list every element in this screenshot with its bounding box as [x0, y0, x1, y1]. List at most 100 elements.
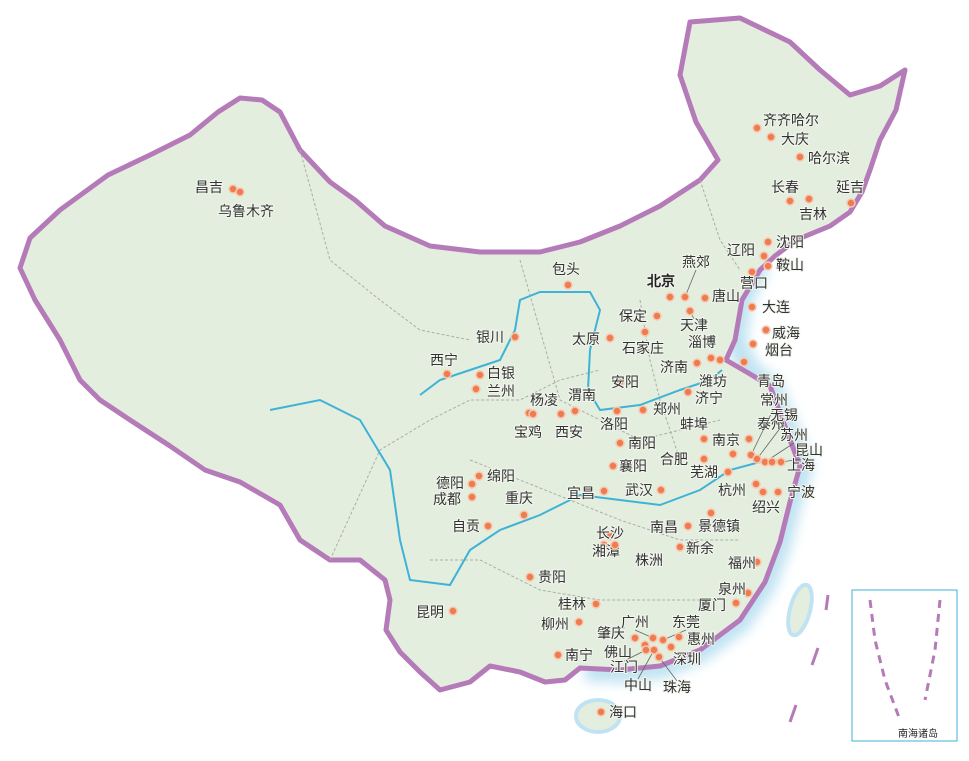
city-dot: [723, 467, 733, 477]
city-label: 石家庄: [622, 340, 664, 357]
city-dot: [795, 152, 805, 162]
city-dot: [743, 588, 753, 598]
city-dot: [706, 508, 716, 518]
city-dot: [767, 457, 777, 467]
city-dot: [683, 387, 693, 397]
city-label: 海口: [609, 705, 637, 721]
city-dot: [685, 306, 695, 316]
city-dot: [675, 542, 685, 552]
city-marker: 长春: [770, 179, 800, 206]
city-label: 营口: [740, 276, 768, 292]
city-marker: 郑州: [638, 401, 682, 419]
city-label: 宜昌: [567, 486, 595, 502]
city-label: 洛阳: [600, 417, 628, 433]
city-dot: [785, 196, 795, 206]
city-label: 佛山: [604, 645, 632, 661]
city-dot: [641, 645, 651, 655]
city-label: 兰州: [487, 384, 515, 400]
city-label: 宁波: [787, 484, 815, 501]
city-marker: 广州: [620, 614, 658, 643]
city-marker: 吉林: [798, 194, 828, 224]
hainan-island: [574, 698, 622, 734]
city-dot: [692, 358, 702, 368]
city-label: 北京: [647, 273, 675, 290]
city-label: 青岛: [757, 374, 785, 390]
city-dot: [553, 650, 563, 660]
city-label: 常州: [760, 393, 788, 409]
city-label: 自贡: [452, 519, 480, 535]
city-label: 南京: [712, 433, 740, 449]
city-label: 芜湖: [690, 464, 718, 481]
city-marker: 芜湖: [689, 463, 733, 482]
city-marker: 苏州: [760, 427, 809, 467]
city-dot: [731, 598, 741, 608]
city-dot: [666, 642, 676, 652]
city-label: 福州: [728, 556, 756, 572]
city-label: 南宁: [565, 647, 593, 664]
city-label: 肇庆: [597, 626, 625, 642]
city-dot: [846, 198, 856, 208]
city-label: 白银: [487, 366, 515, 382]
city-dot: [706, 353, 716, 363]
city-label: 成都: [433, 492, 461, 508]
city-marker: 合肥: [659, 451, 709, 469]
city-label: 西宁: [430, 352, 458, 369]
city-marker: 无锡: [752, 407, 799, 464]
city-marker: 济宁: [683, 387, 724, 408]
city-marker: 燕郊: [680, 253, 711, 302]
city-label: 厦门: [698, 598, 726, 614]
leader-line: [684, 269, 697, 298]
city-marker: 长沙: [595, 525, 625, 543]
city-dot: [475, 370, 485, 380]
taiwan-island: [786, 582, 814, 638]
city-dot: [748, 339, 758, 349]
city-label: 太原: [572, 332, 600, 348]
city-dot: [596, 707, 606, 717]
inset-label: 南海诸岛: [898, 727, 938, 740]
city-label: 潍坊: [699, 374, 727, 390]
city-marker: 洛阳: [599, 406, 629, 434]
city-marker: 南京: [711, 432, 741, 459]
city-dot: [467, 479, 477, 489]
city-marker: 杨凌: [524, 392, 559, 418]
city-dot: [752, 557, 762, 567]
city-marker: 威海: [761, 325, 801, 343]
city-marker: 大庆: [766, 131, 810, 149]
city-dot: [471, 384, 481, 394]
city-marker: 渭南: [567, 387, 597, 416]
city-marker: 大连: [747, 299, 791, 317]
city-dot: [570, 406, 580, 416]
city-dot: [563, 280, 573, 290]
city-label: 蚌埠: [680, 416, 708, 433]
yangtze-river: [269, 398, 786, 587]
city-label: 银川: [476, 330, 504, 346]
city-marker: 延吉: [835, 179, 865, 208]
city-label: 济南: [660, 360, 688, 376]
city-label: 燕郊: [682, 254, 710, 271]
city-label: 沈阳: [776, 235, 804, 251]
city-marker: 珠海: [654, 652, 692, 697]
city-label: 杭州: [718, 483, 746, 499]
city-label: 大庆: [781, 132, 809, 148]
city-dot: [510, 332, 520, 342]
city-marker: 沈阳: [763, 234, 805, 252]
city-marker: 宁波: [773, 483, 816, 502]
city-label: 贵阳: [538, 570, 566, 586]
city-dot: [605, 333, 615, 343]
city-dot: [656, 485, 666, 495]
city-dot: [715, 355, 725, 365]
city-label: 苏州: [780, 428, 808, 444]
city-label: 南阳: [628, 436, 656, 452]
city-dot: [766, 132, 776, 142]
city-dot: [700, 293, 710, 303]
city-dot: [648, 633, 658, 643]
city-marker: 齐齐哈尔: [752, 112, 820, 133]
city-dot: [761, 325, 771, 335]
city-label: 哈尔滨: [808, 151, 850, 167]
city-marker: 青岛: [739, 357, 786, 391]
city-dot: [599, 486, 609, 496]
city-label: 无锡: [770, 408, 798, 424]
city-label: 武汉: [625, 483, 653, 499]
city-dot: [448, 606, 458, 616]
city-label: 保定: [619, 309, 647, 325]
